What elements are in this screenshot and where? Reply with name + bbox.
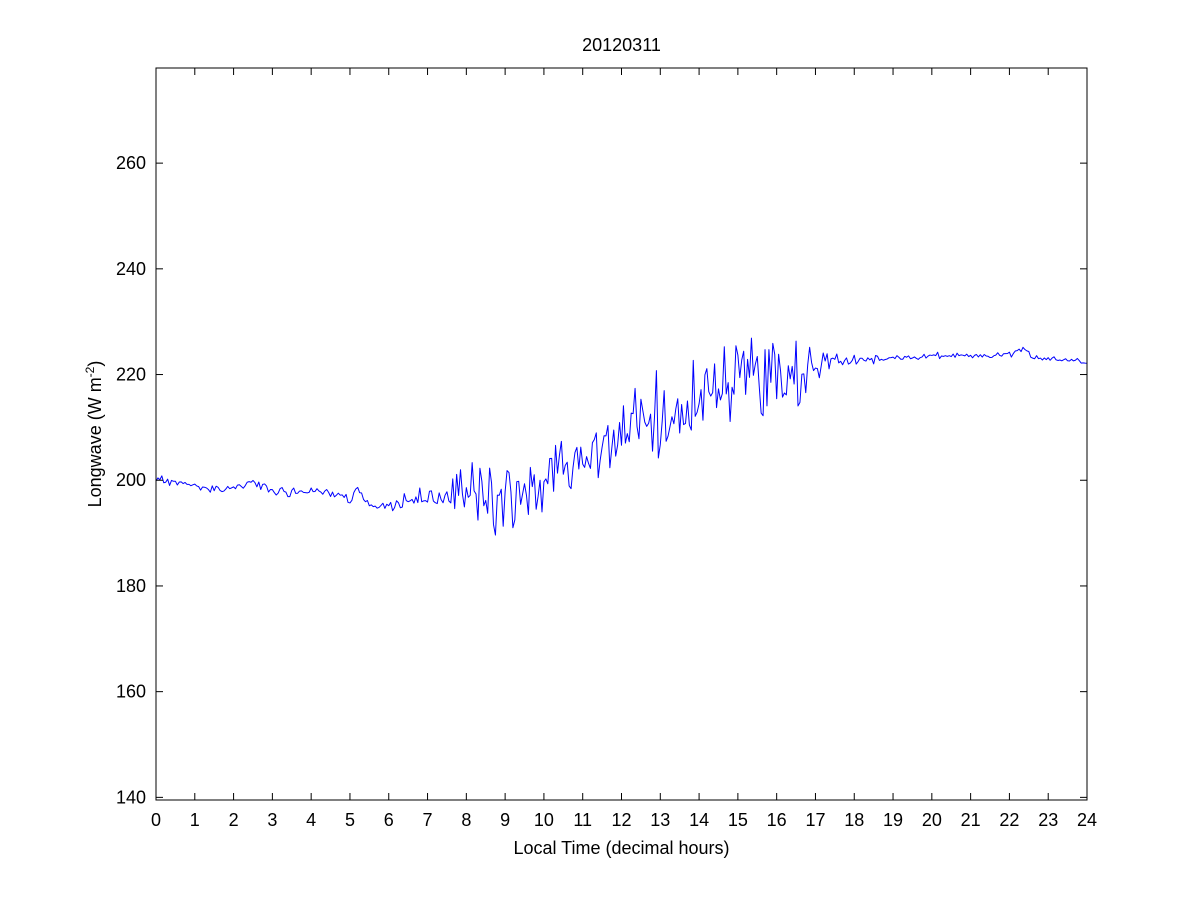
series-layer <box>155 337 1088 536</box>
x-tick-label: 3 <box>267 810 277 830</box>
y-tick-label: 140 <box>116 787 146 807</box>
y-tick-label: 260 <box>116 153 146 173</box>
x-tick-label: 13 <box>650 810 670 830</box>
ticks-layer: 0 1 2 3 4 5 6 7 8 9 10 11 12 13 14 15 16 17 18 19 20 21 22 23 24… <box>116 68 1097 830</box>
plot-area <box>156 68 1087 800</box>
x-tick-label: 16 <box>767 810 787 830</box>
x-tick-label: 9 <box>500 810 510 830</box>
x-tick-label: 6 <box>384 810 394 830</box>
y-tick-label: 200 <box>116 470 146 490</box>
plot-frame <box>155 67 1088 801</box>
y-tick-label: 180 <box>116 576 146 596</box>
series-line-longwave <box>155 337 1088 536</box>
x-tick-label: 2 <box>229 810 239 830</box>
x-tick-label: 8 <box>461 810 471 830</box>
y-tick-label: 160 <box>116 682 146 702</box>
x-tick-label: 11 <box>573 810 592 830</box>
y-tick-label: 220 <box>116 365 146 385</box>
x-tick-label: 22 <box>999 810 1019 830</box>
x-tick-label: 15 <box>728 810 748 830</box>
x-tick-label: 12 <box>611 810 631 830</box>
y-axis-label: Longwave (W m-2) <box>83 361 105 508</box>
x-tick-label: 21 <box>961 810 981 830</box>
x-tick-label: 18 <box>844 810 864 830</box>
x-tick-label: 5 <box>345 810 355 830</box>
chart-title: 20120311 <box>582 35 661 55</box>
x-tick-label: 19 <box>883 810 903 830</box>
x-tick-label: 7 <box>423 810 433 830</box>
y-axis-label-exponent: -2 <box>83 366 97 377</box>
y-axis-label-prefix: Longwave (W m <box>85 377 105 507</box>
x-tick-label: 14 <box>689 810 709 830</box>
x-axis-label: Local Time (decimal hours) <box>513 838 729 858</box>
x-tick-label: 24 <box>1077 810 1097 830</box>
x-tick-label: 20 <box>922 810 942 830</box>
x-tick-label: 10 <box>534 810 554 830</box>
x-tick-label: 17 <box>805 810 825 830</box>
y-axis-label-suffix: ) <box>85 361 105 367</box>
y-tick-label: 240 <box>116 259 146 279</box>
x-tick-label: 23 <box>1038 810 1058 830</box>
x-tick-label: 4 <box>306 810 316 830</box>
x-tick-label: 0 <box>151 810 161 830</box>
x-tick-label: 1 <box>190 810 200 830</box>
